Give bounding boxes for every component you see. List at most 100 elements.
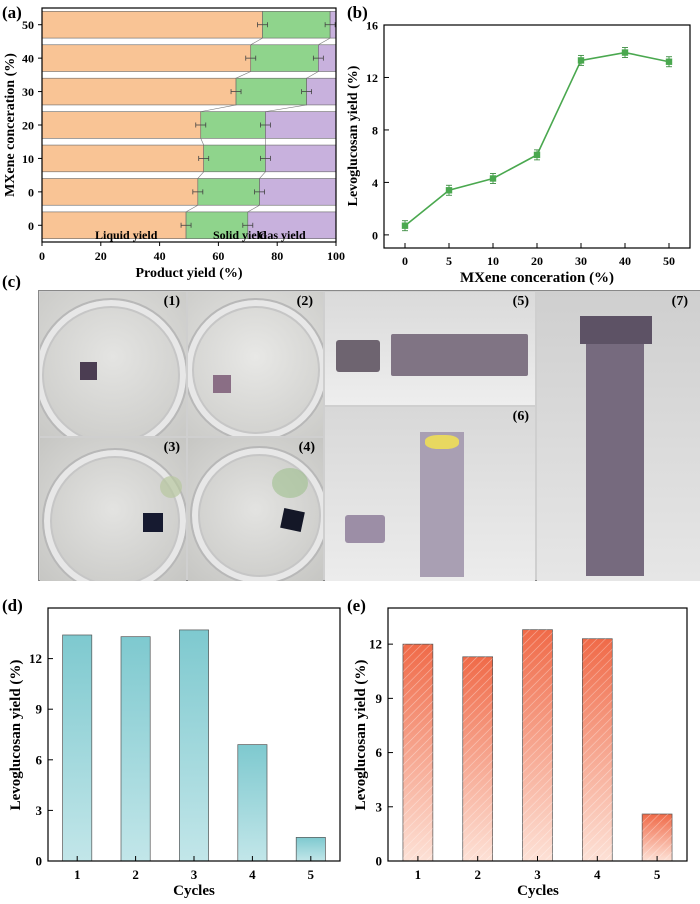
- y-tick-label: 3: [36, 803, 43, 818]
- y-tick-label: 0: [36, 854, 43, 869]
- photo-2: (2): [188, 292, 323, 436]
- data-point: [401, 222, 409, 229]
- x-tick-label: 5: [654, 867, 661, 882]
- panel-label-e: (e): [347, 596, 366, 615]
- photo-6: (6): [325, 407, 535, 581]
- mxene-sheet: [80, 362, 97, 380]
- y-tick-label: 9: [36, 702, 43, 717]
- bar: [179, 629, 209, 862]
- x-tick-label: 100: [327, 249, 345, 263]
- legend-liquid-label: Liquid yield: [95, 228, 158, 242]
- x-tick-label: 3: [191, 867, 198, 882]
- bar-segment-liquid: [41, 211, 187, 239]
- connector-line: [200, 104, 237, 112]
- x-tick-label: 5: [446, 254, 452, 268]
- mxene-sheet: [143, 513, 163, 532]
- photo-5: (5): [325, 292, 535, 405]
- connector-line: [235, 71, 251, 79]
- x-tick-label: 40: [154, 249, 166, 263]
- connector-line: [185, 204, 198, 213]
- connector-line: [197, 171, 204, 179]
- data-point: [621, 49, 629, 56]
- bar-segment-liquid: [41, 178, 199, 206]
- y-tick-label: 0: [28, 219, 34, 233]
- photo-grid: (1) (2) (3) (4) (5) (6) (7): [38, 290, 700, 581]
- bar-hatch: [522, 629, 553, 861]
- bar-segment-liquid: [41, 111, 202, 139]
- panel-label-b: (b): [347, 3, 368, 22]
- bar-segment-solid: [200, 111, 266, 139]
- data-point: [577, 57, 585, 64]
- bar-segment-solid: [235, 77, 307, 106]
- series-line: [404, 51, 670, 227]
- yellow-powder: [425, 435, 459, 449]
- x-tick-label: 1: [74, 867, 81, 882]
- y-tick-label: 8: [372, 123, 378, 137]
- petri-dish: [188, 298, 323, 436]
- bar-segment-liquid: [41, 77, 237, 106]
- y-axis-label-a: MXene conceration (%): [3, 53, 18, 197]
- y-tick-label: 6: [376, 745, 383, 760]
- bar-segment-liquid: [41, 11, 263, 39]
- x-axis-label-e: Cycles: [517, 883, 559, 899]
- plot-frame-e: [387, 607, 688, 862]
- connector-line: [259, 171, 266, 179]
- bar: [62, 634, 93, 862]
- bar-hatch: [582, 638, 613, 861]
- bar-segment-gas: [259, 178, 337, 206]
- plot-frame-d: [47, 607, 341, 862]
- photo-number: (7): [671, 294, 688, 309]
- connector-line: [250, 37, 263, 46]
- connector-line: [306, 71, 319, 79]
- bar-segment-solid: [250, 44, 319, 72]
- bar-segment-gas: [265, 111, 337, 139]
- x-tick-label: 3: [534, 867, 541, 882]
- y-tick-label: 9: [376, 691, 383, 706]
- bar-segment-liquid: [41, 44, 252, 72]
- y-tick-label: 12: [29, 651, 42, 666]
- x-tick-label: 1: [415, 867, 422, 882]
- x-axis-label-b: MXene conceration (%): [460, 270, 614, 286]
- bar-segment-liquid: [41, 144, 204, 173]
- y-tick-label: 20: [22, 119, 34, 133]
- mxene-tall-tube: [586, 318, 644, 576]
- mxene-flap: [580, 316, 652, 344]
- y-tick-label: 16: [366, 19, 378, 33]
- x-tick-label: 4: [249, 867, 256, 882]
- y-tick-label: 30: [22, 85, 34, 99]
- bar-hatch: [462, 656, 493, 861]
- bar-segment-gas: [265, 144, 337, 173]
- photo-3: (3): [40, 438, 186, 581]
- petri-dish: [190, 446, 323, 581]
- legend-gas-label: Gas yield: [258, 228, 306, 242]
- y-tick-label: 3: [376, 799, 383, 814]
- mxene-tube: [420, 432, 464, 577]
- x-tick-label: 50: [663, 254, 675, 268]
- x-axis-label-a: Product yield (%): [135, 266, 242, 281]
- bar: [237, 744, 268, 862]
- mxene-sheet: [213, 375, 231, 393]
- petri-dish: [40, 298, 186, 436]
- x-tick-label: 0: [402, 254, 408, 268]
- connector-line: [265, 104, 307, 112]
- panel-label-d: (d): [2, 596, 23, 615]
- bar-hatch: [402, 644, 433, 861]
- plot-frame-a: [41, 7, 337, 243]
- y-tick-label: 12: [369, 637, 382, 652]
- connector-line: [247, 204, 260, 213]
- x-tick-label: 2: [132, 867, 139, 882]
- x-tick-label: 4: [594, 867, 601, 882]
- mxene-box: [345, 515, 385, 543]
- data-point: [489, 175, 497, 182]
- x-tick-label: 5: [308, 867, 315, 882]
- y-axis-label-e: Levoglucosan yield (%): [353, 660, 369, 811]
- legend-solid-label: Solid yield: [213, 228, 267, 242]
- y-tick-label: 12: [366, 71, 378, 85]
- data-point: [533, 151, 541, 159]
- mxene-box: [336, 340, 380, 372]
- residue-spot: [272, 468, 308, 498]
- y-tick-label: 0: [372, 228, 378, 242]
- bar-segment-solid: [262, 11, 331, 39]
